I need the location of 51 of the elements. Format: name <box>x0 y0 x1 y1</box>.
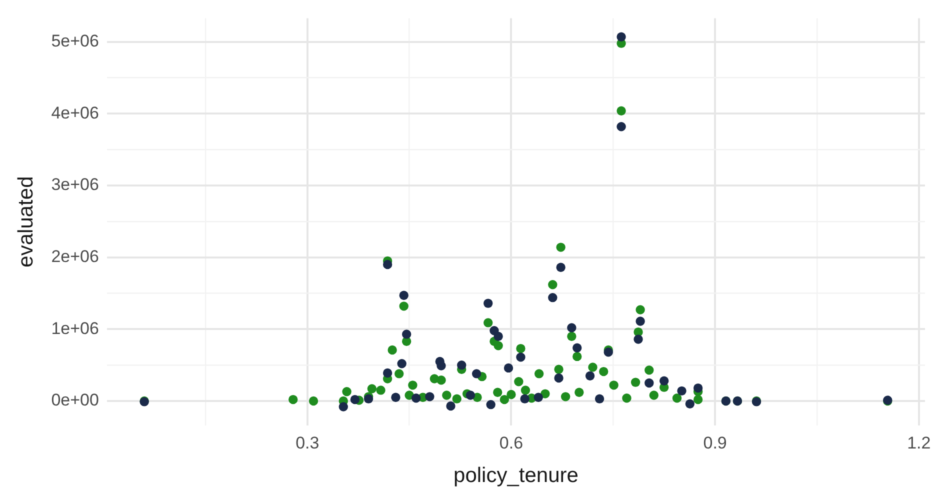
y-tick-label: 4e+06 <box>51 103 99 122</box>
point <box>594 394 604 404</box>
point <box>504 363 514 373</box>
y-tick-label: 5e+06 <box>51 32 99 51</box>
y-tick-label: 0e+00 <box>51 390 99 410</box>
point <box>382 260 392 270</box>
point <box>338 402 348 412</box>
point <box>446 401 456 411</box>
point <box>425 392 434 402</box>
point <box>472 369 482 378</box>
y-tick-label: 1e+06 <box>51 318 99 338</box>
point <box>659 376 669 386</box>
point <box>457 360 466 370</box>
point <box>636 316 645 326</box>
point <box>484 298 493 308</box>
point <box>520 394 530 404</box>
point <box>677 386 686 396</box>
x-tick-label: 0.3 <box>296 433 320 452</box>
point <box>411 394 421 403</box>
point <box>486 400 496 410</box>
point <box>402 330 412 339</box>
point <box>567 323 576 332</box>
y-tick-label: 3e+06 <box>51 175 99 194</box>
point <box>585 371 595 380</box>
x-axis-title: policy_tenure <box>454 464 578 488</box>
point <box>382 368 392 378</box>
point <box>548 292 558 302</box>
point <box>634 334 643 344</box>
point <box>436 361 446 370</box>
point <box>391 392 400 402</box>
point <box>604 348 613 357</box>
point <box>397 359 406 368</box>
point <box>466 390 476 400</box>
point <box>616 32 626 42</box>
point <box>556 262 566 272</box>
point <box>399 290 408 300</box>
x-tick-label: 0.6 <box>499 433 524 452</box>
y-axis-title: evaluated <box>14 176 38 268</box>
y-tick-label: 2e+06 <box>51 247 99 266</box>
point <box>616 122 626 132</box>
point <box>685 399 695 408</box>
point <box>516 352 526 362</box>
point <box>693 383 703 393</box>
point <box>534 392 543 402</box>
point <box>554 373 564 383</box>
x-tick-label: 0.9 <box>703 433 727 452</box>
point <box>494 332 503 341</box>
point <box>644 378 654 388</box>
x-tick-label: 1.2 <box>907 433 931 452</box>
point <box>572 343 582 352</box>
point <box>350 394 360 404</box>
